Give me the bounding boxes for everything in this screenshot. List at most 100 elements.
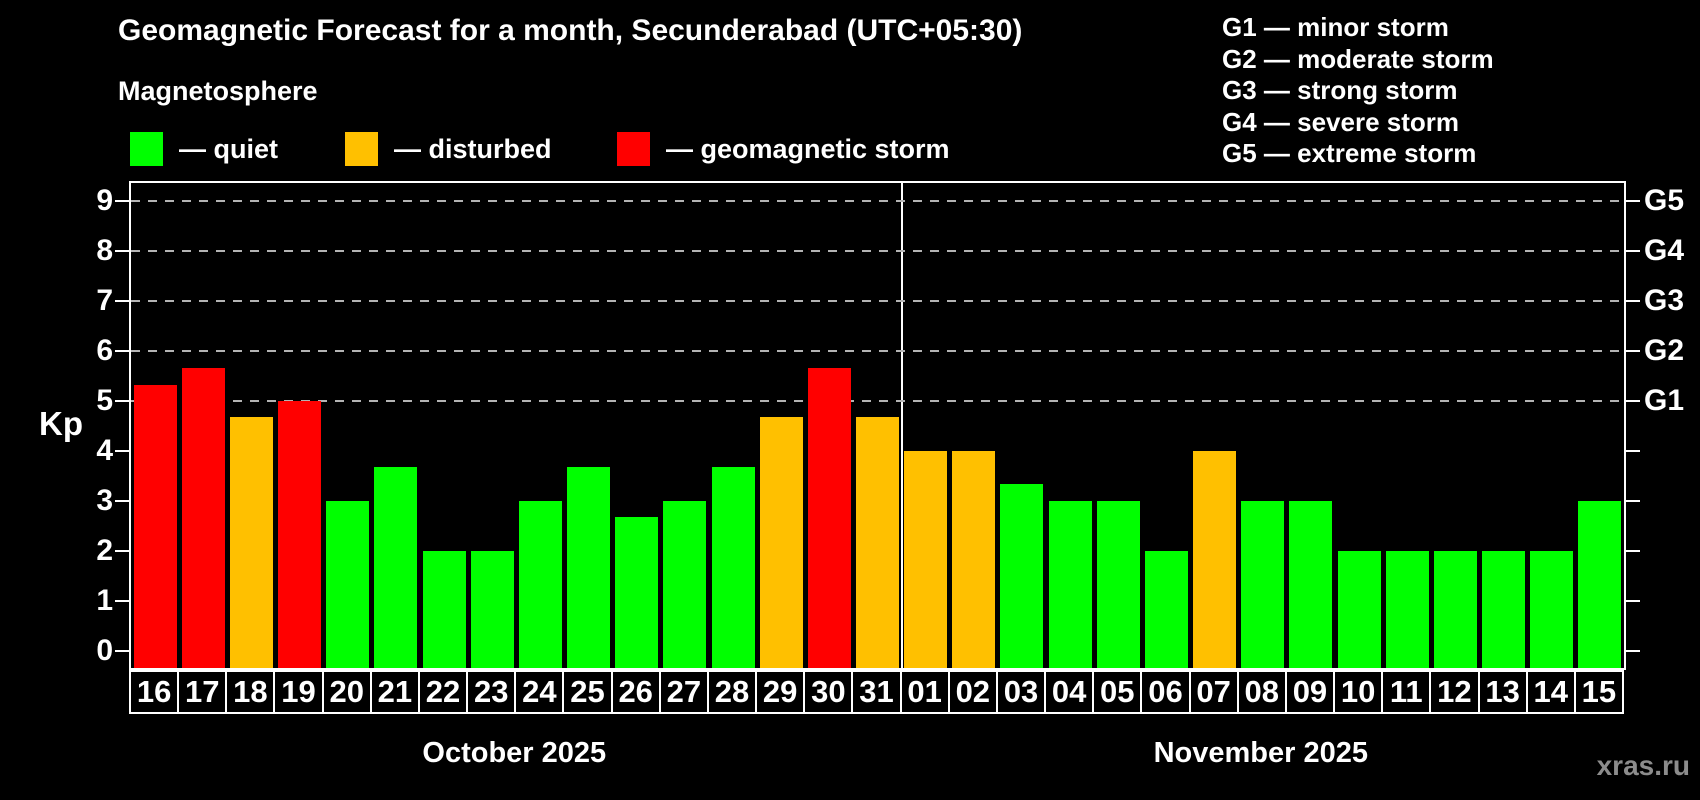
day-label-01: 01 [899,670,950,714]
kp-bar-day-10 [1337,550,1381,668]
right-axis-label-g5: G5 [1644,184,1685,218]
y-tick-label-5: 5 [96,384,113,417]
disturbed-color-swatch-icon [345,132,378,166]
y-tick-label-1: 1 [96,583,113,617]
grid-line-kp6 [131,350,1624,353]
g-scale-legend-line-5: G5 — extreme storm [1222,138,1477,168]
right-axis-label-g2: G2 [1644,334,1685,368]
y-tick-right-3 [1626,499,1640,502]
y-tick-right-0 [1626,649,1640,652]
quiet-color-swatch-icon [130,132,163,166]
y-tick-left-3 [115,499,129,502]
kp-bar-day-30 [807,367,851,668]
day-label-19: 19 [273,670,324,714]
day-label-24: 24 [514,670,565,714]
kp-bar-day-02 [952,450,996,668]
day-label-12: 12 [1429,670,1480,714]
grid-line-kp5 [131,400,1624,402]
y-tick-right-5 [1626,400,1640,402]
kp-bar-day-29 [759,417,803,668]
y-tick-label-4: 4 [96,433,113,467]
kp-bar-day-26 [615,517,659,668]
day-label-05: 05 [1092,670,1143,714]
chart-title: Geomagnetic Forecast for a month, Secund… [118,14,1023,47]
kp-bar-day-12 [1433,550,1477,668]
kp-bar-day-05 [1096,500,1140,668]
y-tick-left-4 [115,449,129,452]
kp-bar-day-15 [1578,500,1622,668]
kp-bar-day-27 [663,500,707,668]
y-tick-left-8 [115,250,129,253]
kp-bar-day-14 [1530,550,1574,668]
g-scale-legend-line-3: G3 — strong storm [1222,75,1458,105]
y-tick-label-2: 2 [96,533,113,567]
y-axis-title: Kp [39,405,83,442]
y-tick-right-8 [1626,250,1640,253]
day-label-16: 16 [129,670,180,714]
kp-bar-day-21 [374,467,418,668]
legend-label-disturbed: — disturbed [394,133,552,164]
kp-bar-day-13 [1482,550,1526,668]
g-scale-legend-line-2: G2 — moderate storm [1222,43,1494,74]
kp-bar-day-31 [856,417,899,668]
kp-bar-day-07 [1193,450,1237,668]
day-label-23: 23 [466,670,517,714]
x-axis-day-labels: 16 17 18 19 20 21 22 23 24 25 26 27 28 29 30 31 01 02 03 04… [129,670,1629,714]
g-scale-legend: G1 — minor storm G2 — moderate storm G3 — … [1222,12,1494,170]
y-tick-right-4 [1626,449,1640,452]
kp-bar-day-08 [1241,500,1285,668]
kp-bar-day-03 [1000,484,1044,668]
day-label-26: 26 [610,670,661,714]
month-label-october: October 2025 [422,737,607,769]
storm-color-swatch-icon [617,132,650,166]
y-tick-label-9: 9 [96,184,113,218]
day-label-31: 31 [851,670,902,714]
legend-label-quiet: — quiet [179,133,278,164]
y-tick-label-6: 6 [96,334,113,368]
kp-bar-day-18 [229,417,273,668]
magnetosphere-legend: — quiet — disturbed — geomagnetic storm [0,130,1100,170]
y-tick-left-7 [115,300,129,303]
y-tick-label-7: 7 [96,284,113,318]
kp-bar-day-28 [711,467,755,668]
y-tick-left-1 [115,599,129,602]
y-tick-left-2 [115,549,129,552]
day-label-28: 28 [706,670,758,714]
y-tick-left-9 [115,200,129,203]
y-tick-right-1 [1626,599,1640,602]
kp-bar-day-23 [470,550,514,668]
day-label-14: 14 [1525,670,1576,714]
y-tick-left-6 [115,350,129,353]
watermark: xras.ru [1596,750,1690,781]
kp-bar-day-09 [1289,500,1333,668]
y-tick-left-0 [115,649,129,652]
day-label-15: 15 [1573,670,1624,714]
right-axis-label-g4: G4 [1644,234,1685,268]
y-tick-right-9 [1626,200,1640,203]
day-label-29: 29 [755,670,806,714]
legend-label-storm: — geomagnetic storm [666,133,950,164]
kp-bar-day-24 [518,500,562,668]
y-tick-label-8: 8 [96,234,113,268]
day-label-20: 20 [321,670,372,714]
kp-bar-day-16 [133,384,177,668]
day-label-22: 22 [417,670,469,714]
day-label-21: 21 [369,670,420,714]
g-scale-legend-line-4: G4 — severe storm [1222,106,1460,137]
kp-bar-day-11 [1385,550,1429,668]
y-tick-right-6 [1626,350,1640,353]
day-label-08: 08 [1236,670,1287,714]
kp-bar-day-01 [904,450,948,668]
day-label-18: 18 [225,670,276,714]
month-label-november: November 2025 [1153,737,1368,769]
legend-item-disturbed: — disturbed [345,130,552,168]
right-axis-label-g3: G3 [1644,284,1685,318]
grid-line-kp8 [131,250,1624,253]
day-label-03: 03 [995,670,1047,714]
y-tick-label-0: 0 [96,633,113,667]
g-scale-legend-line-1: G1 — minor storm [1222,12,1449,42]
kp-bar-day-25 [567,467,611,668]
y-tick-right-2 [1626,549,1640,552]
grid-line-kp7 [131,300,1624,303]
day-label-17: 17 [177,670,228,714]
